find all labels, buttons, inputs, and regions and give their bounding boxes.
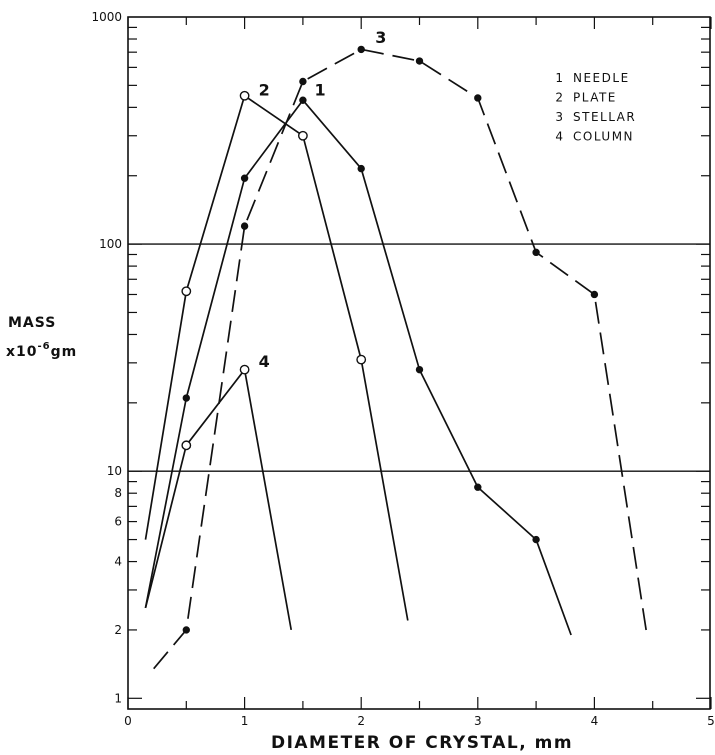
x-tick-label-0: 0 xyxy=(124,714,132,728)
legend-label-plate: PLATE xyxy=(573,91,617,105)
legend-number-column: 4 xyxy=(555,130,564,144)
y-axis-unit-suffix: gm xyxy=(51,344,78,360)
series-line-stellar xyxy=(153,48,648,670)
y-tick-label-1000: 1000 xyxy=(91,10,122,24)
data-point-stellar-2 xyxy=(240,222,249,230)
legend-number-plate: 2 xyxy=(555,91,564,105)
legend-number-needle: 1 xyxy=(555,71,564,85)
x-axis-ticks: 0 1 2 3 4 5 xyxy=(124,17,715,728)
curve-label-4: 4 xyxy=(259,352,270,371)
data-point-column-2 xyxy=(239,364,250,375)
gridlines xyxy=(128,243,710,472)
y-tick-label-8: 8 xyxy=(114,486,122,500)
data-point-needle-7 xyxy=(532,535,540,544)
series-line-needle xyxy=(144,99,572,636)
data-point-needle-3 xyxy=(299,96,307,104)
curve-labels: 1 2 3 4 xyxy=(259,28,387,371)
data-point-needle-6 xyxy=(474,483,482,491)
x-tick-label-1: 1 xyxy=(241,714,249,728)
data-point-stellar-3 xyxy=(299,77,307,86)
legend-label-needle: NEEDLE xyxy=(573,71,630,85)
curve-label-3: 3 xyxy=(375,28,386,47)
x-tick-label-4: 4 xyxy=(591,714,599,728)
data-point-stellar-1 xyxy=(182,626,191,634)
data-point-plate-2 xyxy=(239,90,250,101)
x-axis-title: DIAMETER OF CRYSTAL, mm xyxy=(271,733,573,753)
legend: 1 NEEDLE 2 PLATE 3 STELLAR 4 COLUMN xyxy=(555,71,636,144)
series-line-column xyxy=(144,368,293,631)
curve-label-1: 1 xyxy=(315,80,326,99)
data-point-stellar-5 xyxy=(415,57,424,65)
y-axis-unit: x10-6gm xyxy=(6,341,77,360)
data-point-plate-1 xyxy=(181,286,192,297)
data-point-stellar-8 xyxy=(590,290,599,299)
data-point-needle-2 xyxy=(240,174,249,182)
y-tick-label-2: 2 xyxy=(114,623,122,637)
data-point-stellar-6 xyxy=(474,94,482,102)
legend-number-stellar: 3 xyxy=(555,110,564,124)
y-tick-label-4: 4 xyxy=(114,555,122,569)
y-tick-label-6: 6 xyxy=(114,515,122,529)
x-tick-label-3: 3 xyxy=(474,714,482,728)
data-point-needle-4 xyxy=(357,164,365,173)
y-axis-unit-exponent: -6 xyxy=(38,341,51,352)
x-tick-label-5: 5 xyxy=(707,714,715,728)
data-point-needle-1 xyxy=(182,394,191,402)
y-tick-label-10: 10 xyxy=(107,464,122,478)
data-point-stellar-4 xyxy=(357,45,365,54)
legend-label-column: COLUMN xyxy=(573,130,634,144)
series-line-plate xyxy=(144,94,409,621)
x-tick-label-2: 2 xyxy=(357,714,365,728)
data-point-stellar-7 xyxy=(532,248,540,257)
data-point-needle-5 xyxy=(415,365,424,374)
data-point-column-1 xyxy=(181,440,192,451)
y-axis-unit-prefix: x10 xyxy=(6,344,38,360)
y-axis-ticks: 1 2 4 6 8 10 100 1000 xyxy=(91,10,710,705)
curve-label-2: 2 xyxy=(259,80,270,99)
data-point-plate-4 xyxy=(356,354,367,365)
data-point-plate-3 xyxy=(297,130,308,141)
y-axis-title: MASS xyxy=(8,315,56,331)
y-tick-label-1: 1 xyxy=(114,691,122,705)
y-tick-label-100: 100 xyxy=(99,237,122,251)
legend-label-stellar: STELLAR xyxy=(573,110,636,124)
series-layer xyxy=(144,45,648,670)
